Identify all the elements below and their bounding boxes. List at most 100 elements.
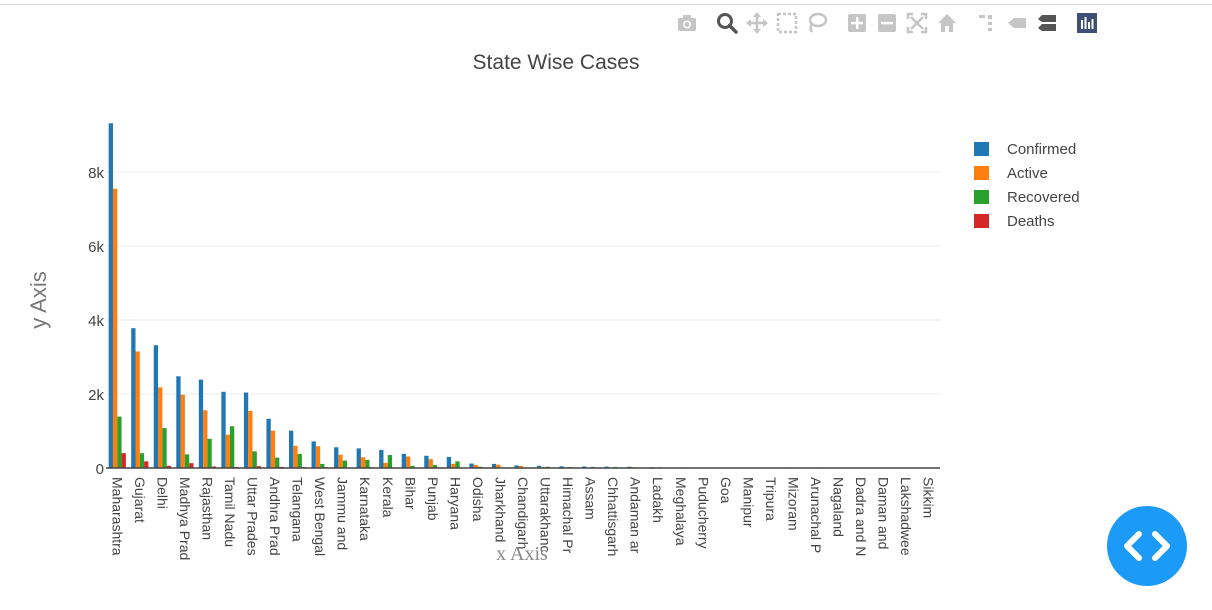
x-tick-label-group: Karnataka (357, 477, 373, 541)
bar-confirmed[interactable] (514, 465, 519, 468)
reset-axes-icon[interactable] (936, 12, 958, 34)
bar-recovered[interactable] (252, 451, 257, 468)
zoom-icon[interactable] (716, 12, 738, 34)
x-tick-label-group: Chandigarh (515, 477, 531, 549)
x-tick-label-group: Meghalaya (673, 477, 689, 546)
legend-label[interactable]: Active (1007, 165, 1048, 182)
bar-active[interactable] (248, 411, 253, 468)
bar-confirmed[interactable] (334, 447, 339, 468)
bar-deaths[interactable] (166, 465, 171, 468)
bar-confirmed[interactable] (266, 418, 271, 468)
hover-closest-icon[interactable] (1006, 12, 1028, 34)
bar-recovered[interactable] (162, 428, 167, 468)
bar-active[interactable] (158, 387, 163, 468)
lasso-select-icon[interactable] (806, 12, 828, 34)
bar-confirmed[interactable] (288, 430, 294, 468)
bar-confirmed[interactable] (424, 455, 429, 468)
bar-deaths[interactable] (256, 466, 262, 468)
bar-confirmed[interactable] (559, 466, 564, 468)
bar-recovered[interactable] (184, 454, 190, 468)
bar-confirmed[interactable] (243, 392, 249, 468)
code-toggle-button[interactable] (1107, 506, 1187, 586)
bar-recovered[interactable] (297, 453, 302, 468)
bar-active[interactable] (203, 410, 208, 468)
bar-confirmed[interactable] (221, 391, 226, 468)
pan-icon[interactable] (746, 12, 768, 34)
bar-active[interactable] (473, 464, 478, 468)
bar-recovered[interactable] (275, 457, 280, 468)
x-tick-label-group: Punjab (425, 477, 441, 521)
bar-active[interactable] (135, 351, 140, 468)
x-tick-label: Punjab (425, 477, 441, 521)
x-tick-label: Karnataka (357, 477, 373, 541)
bar-recovered[interactable] (342, 460, 347, 468)
bar-active[interactable] (112, 188, 118, 469)
bar-active[interactable] (180, 394, 185, 468)
bar-active[interactable] (518, 465, 523, 468)
x-tick-label-group: Uttar Prades (245, 477, 261, 556)
zoom-in-icon[interactable] (846, 12, 868, 34)
bar-active[interactable] (383, 462, 388, 468)
legend-label[interactable]: Deaths (1007, 213, 1055, 230)
bar-active[interactable] (315, 446, 321, 468)
bar-active[interactable] (428, 459, 433, 468)
bar-recovered[interactable] (365, 459, 370, 468)
bar-recovered[interactable] (387, 455, 393, 468)
x-tick-label-group: Haryana (447, 477, 463, 530)
bar-active[interactable] (270, 430, 276, 468)
bar-recovered[interactable] (229, 426, 235, 468)
bar-active[interactable] (225, 434, 230, 468)
bar-recovered[interactable] (455, 461, 460, 468)
bar-active[interactable] (496, 464, 501, 468)
y-tick-label: 2k (88, 387, 104, 404)
x-tick-label: Bihar (402, 477, 418, 510)
bar-confirmed[interactable] (311, 441, 316, 468)
x-tick-label-group: Ladakh (650, 477, 666, 523)
bar-confirmed[interactable] (536, 465, 542, 468)
bar-confirmed[interactable] (153, 345, 159, 468)
hover-compare-icon[interactable] (1036, 12, 1058, 34)
bar-confirmed[interactable] (469, 463, 474, 468)
plotly-logo-icon[interactable] (1076, 12, 1098, 34)
box-select-icon[interactable] (776, 12, 798, 34)
bar-deaths[interactable] (121, 453, 126, 468)
legend-label[interactable]: Recovered (1007, 189, 1080, 206)
bar-active[interactable] (293, 445, 298, 468)
legend[interactable]: Confirmed Active Recovered Deaths (974, 141, 1080, 230)
bar-recovered[interactable] (139, 453, 145, 468)
x-tick-label: Gujarat (132, 477, 148, 523)
bar-recovered[interactable] (320, 463, 325, 468)
bar-confirmed[interactable] (446, 456, 452, 468)
x-tick-label-group: Rajasthan (199, 477, 215, 540)
bar-recovered[interactable] (207, 438, 212, 468)
legend-label[interactable]: Confirmed (1007, 141, 1076, 158)
bar-confirmed[interactable] (176, 376, 181, 468)
x-tick-label: Delhi (154, 477, 170, 509)
zoom-out-icon[interactable] (876, 12, 898, 34)
bar-deaths[interactable] (144, 461, 149, 468)
bar-recovered[interactable] (432, 465, 438, 468)
x-tick-label: Telangana (290, 477, 306, 542)
bar-confirmed[interactable] (379, 449, 384, 468)
bar-confirmed[interactable] (198, 379, 204, 468)
bar-active[interactable] (451, 463, 456, 468)
bar-active[interactable] (338, 454, 343, 468)
bar-confirmed[interactable] (108, 123, 113, 468)
bar-deaths[interactable] (189, 463, 194, 468)
x-tick-label: Assam (583, 477, 599, 520)
bar-recovered[interactable] (410, 465, 415, 468)
spike-lines-icon[interactable] (976, 12, 998, 34)
x-tick-label: Lakshadwee (898, 477, 914, 556)
x-tick-label: Mizoram (786, 477, 802, 531)
bar-recovered[interactable] (117, 416, 122, 468)
bar-confirmed[interactable] (491, 463, 497, 468)
bar-active[interactable] (406, 456, 411, 468)
bar-confirmed[interactable] (131, 328, 136, 468)
camera-icon[interactable] (676, 12, 698, 34)
bar-confirmed[interactable] (356, 448, 361, 468)
x-tick-label: Ladakh (650, 477, 666, 523)
bar-active[interactable] (360, 457, 366, 468)
bar-confirmed[interactable] (401, 453, 406, 468)
autoscale-icon[interactable] (906, 12, 928, 34)
x-tick-label-group: Gujarat (132, 477, 148, 523)
